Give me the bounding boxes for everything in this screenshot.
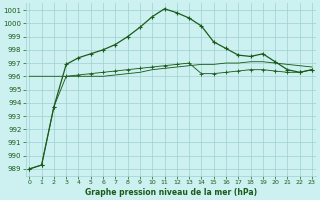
X-axis label: Graphe pression niveau de la mer (hPa): Graphe pression niveau de la mer (hPa) xyxy=(84,188,257,197)
